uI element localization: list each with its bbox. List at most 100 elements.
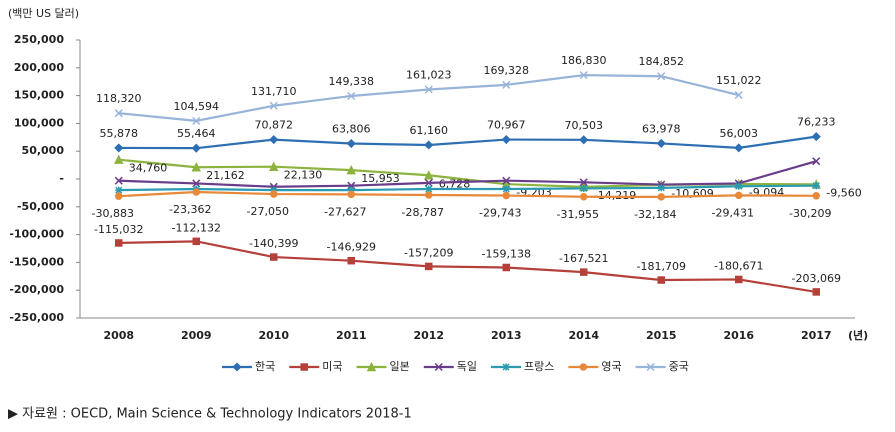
marker: [579, 178, 588, 187]
marker: [270, 186, 278, 194]
marker: [115, 186, 123, 194]
data-label: 169,328: [484, 64, 530, 77]
marker: [192, 237, 200, 246]
series-line: [118, 190, 817, 198]
y-tick-label: -50,000: [17, 200, 64, 213]
marker: [657, 276, 665, 284]
y-tick-label: 150,000: [14, 89, 64, 102]
data-label: -28,787: [402, 206, 444, 219]
marker: [115, 192, 123, 200]
data-label: -30,209: [789, 207, 831, 220]
legend-label: 독일: [457, 359, 477, 373]
data-label: -181,709: [637, 260, 686, 273]
marker: [346, 164, 356, 175]
data-label: -27,627: [324, 205, 366, 218]
marker: [347, 190, 355, 199]
marker: [425, 185, 433, 193]
data-label: -23,362: [169, 203, 211, 216]
data-label: 21,162: [206, 169, 245, 182]
x-tick-label: 2011: [336, 329, 367, 342]
marker: [812, 192, 820, 200]
legend-label: 영국: [601, 360, 621, 373]
data-label: -140,399: [249, 237, 298, 250]
data-label: 6,728: [439, 177, 471, 190]
series: 55,878 55,464 70,872 63,806 61,160 70,967 70,5…: [100, 116, 836, 153]
source-note: ▶ 자료원 : OECD, Main Science & Technology …: [8, 407, 412, 422]
series: -115,032 -112,132 -140,399 -146,929 -157,209…: [94, 221, 841, 296]
marker: [346, 138, 356, 149]
marker: [502, 263, 510, 272]
marker: [115, 239, 123, 247]
marker: [425, 262, 433, 271]
x-tick-label: 2008: [103, 329, 134, 342]
marker: [191, 143, 201, 153]
marker: [270, 253, 278, 261]
data-label: 104,594: [174, 100, 220, 113]
y-tick-label: 100,000: [14, 116, 64, 129]
marker: [735, 182, 743, 190]
marker: [347, 91, 356, 100]
data-label: 161,023: [406, 68, 452, 81]
data-label: -157,209: [404, 246, 453, 259]
data-label: -29,743: [479, 207, 521, 220]
data-label: 184,852: [639, 55, 685, 68]
y-axis-label: (백만 US 달러): [8, 7, 79, 20]
marker: [114, 143, 124, 153]
legend-label: 프랑스: [524, 360, 554, 373]
marker: [347, 186, 355, 194]
marker: [812, 288, 820, 296]
data-label: 70,872: [255, 119, 294, 132]
data-label: -32,184: [634, 208, 676, 221]
data-label: -115,032: [94, 223, 143, 236]
series: 118,320 104,594 131,710 149,338 161,023 169,3…: [96, 54, 762, 125]
marker: [657, 184, 665, 192]
data-label: 76,233: [797, 116, 836, 129]
marker: [425, 191, 433, 199]
marker: [114, 154, 124, 164]
marker: [811, 132, 821, 142]
marker: [424, 178, 433, 187]
data-label: -27,050: [247, 205, 289, 218]
marker: [269, 161, 279, 171]
marker: [300, 363, 308, 371]
data-label: 15,953: [361, 172, 400, 185]
x-tick-label: 2015: [646, 329, 677, 342]
data-label: -29,431: [712, 206, 754, 219]
marker: [812, 182, 820, 190]
marker: [347, 256, 355, 265]
data-label: 34,760: [129, 162, 168, 175]
series-line: [118, 184, 817, 192]
data-label: 131,710: [251, 85, 297, 98]
data-label: 56,003: [720, 127, 759, 140]
x-tick-label: 2013: [491, 329, 522, 342]
marker: [735, 191, 743, 200]
x-tick-label: 2009: [181, 329, 212, 342]
legend-label: 한국: [255, 360, 275, 373]
marker: [657, 193, 665, 201]
series-line: [118, 74, 740, 122]
marker: [734, 91, 743, 100]
data-label: 55,878: [100, 127, 139, 140]
marker: [580, 193, 588, 201]
marker: [114, 176, 123, 185]
x-tick-label: 2010: [258, 329, 289, 342]
marker: [232, 362, 242, 372]
series: -30,883 -23,362 -27,050 -27,627 -28,787 -29,7…: [92, 188, 831, 221]
series-line: [118, 135, 817, 150]
series-line: [118, 160, 817, 188]
data-label: -146,929: [327, 241, 376, 254]
marker: [502, 363, 510, 371]
marker: [114, 109, 123, 118]
y-tick-label: 50,000: [22, 144, 65, 157]
data-label: -159,138: [482, 247, 531, 260]
marker: [269, 135, 279, 145]
y-tick-label: -250,000: [9, 311, 64, 324]
data-label: 55,464: [177, 127, 216, 140]
marker: [424, 85, 433, 94]
data-label: -30,883: [92, 207, 134, 220]
data-label: 118,320: [96, 92, 142, 105]
marker: [657, 72, 666, 81]
data-label: 63,806: [332, 123, 371, 136]
marker: [502, 176, 511, 185]
